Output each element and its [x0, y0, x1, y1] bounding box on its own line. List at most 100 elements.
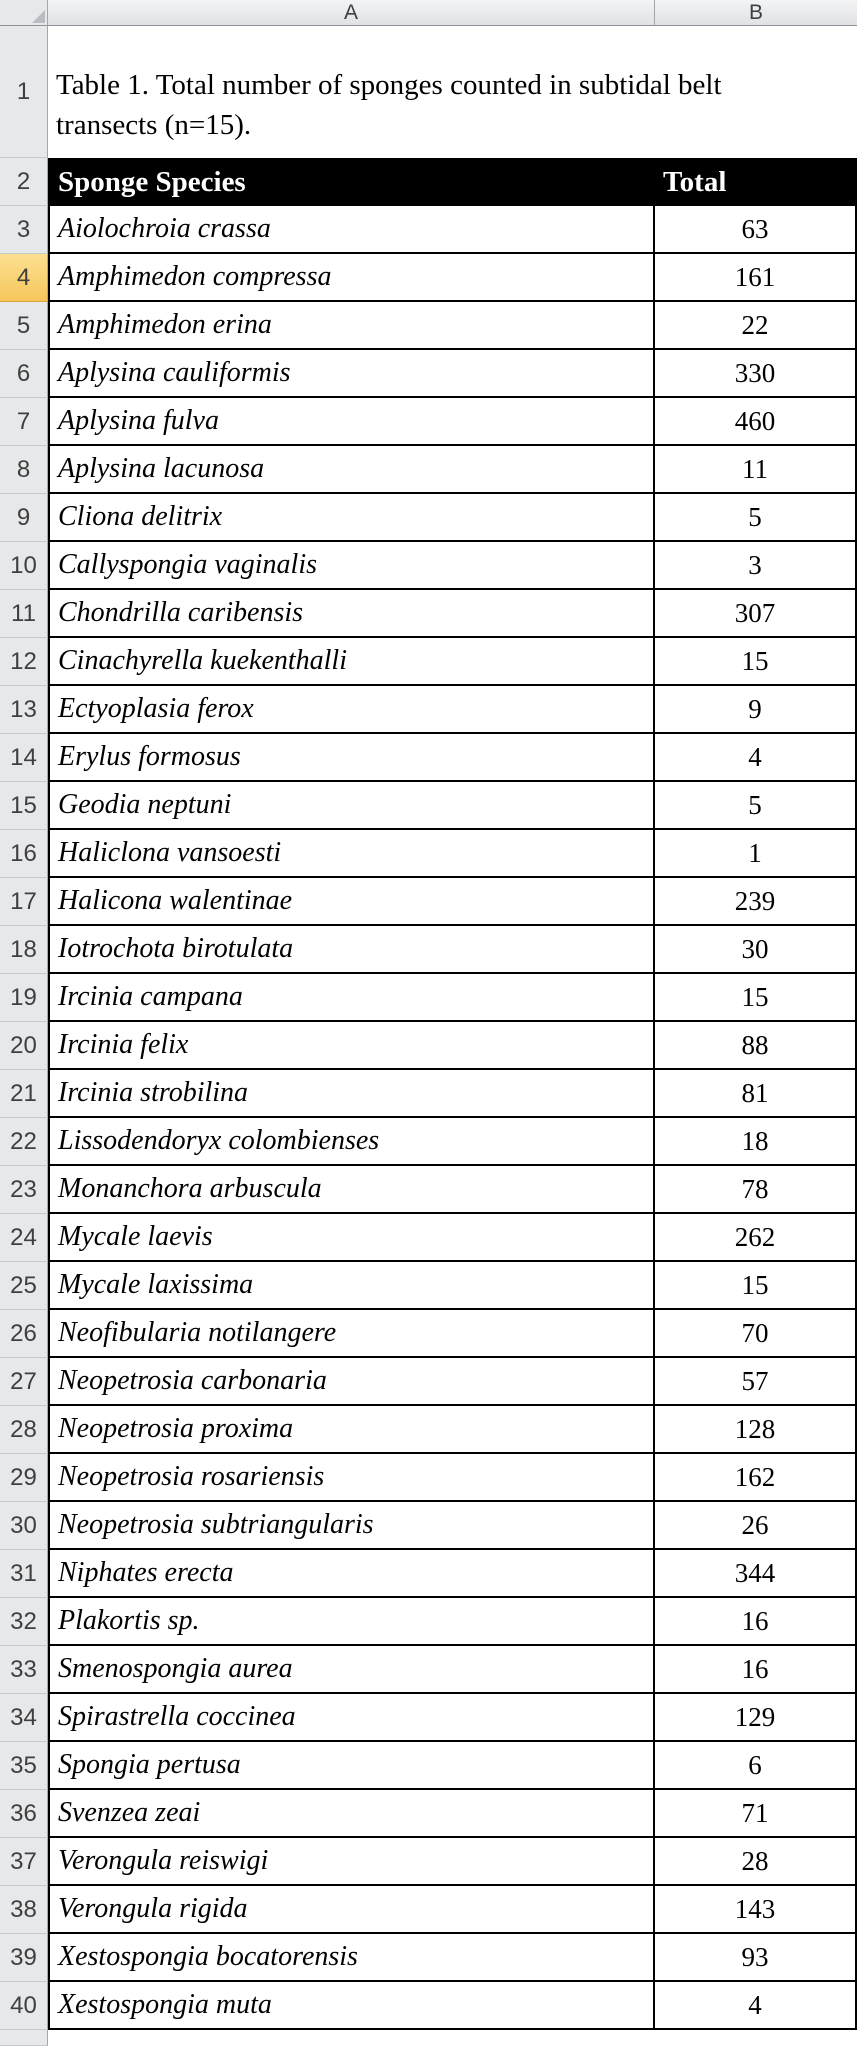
species-cell[interactable]: Aplysina cauliformis	[48, 350, 655, 398]
row-header-4[interactable]: 4	[0, 254, 48, 302]
total-cell[interactable]: 81	[655, 1070, 857, 1118]
species-cell[interactable]: Monanchora arbuscula	[48, 1166, 655, 1214]
total-cell[interactable]: 161	[655, 254, 857, 302]
species-cell[interactable]: Ircinia campana	[48, 974, 655, 1022]
row-header-5[interactable]: 5	[0, 302, 48, 350]
species-cell[interactable]: Amphimedon erina	[48, 302, 655, 350]
row-header-20[interactable]: 20	[0, 1022, 48, 1070]
total-cell[interactable]: 26	[655, 1502, 857, 1550]
row-header-6[interactable]: 6	[0, 350, 48, 398]
total-cell[interactable]: 129	[655, 1694, 857, 1742]
total-cell[interactable]: 1	[655, 830, 857, 878]
total-cell[interactable]: 3	[655, 542, 857, 590]
row-header-38[interactable]: 38	[0, 1886, 48, 1934]
row-header-13[interactable]: 13	[0, 686, 48, 734]
species-cell[interactable]: Ircinia strobilina	[48, 1070, 655, 1118]
row-header-7[interactable]: 7	[0, 398, 48, 446]
species-cell[interactable]: Aplysina lacunosa	[48, 446, 655, 494]
row-header-17[interactable]: 17	[0, 878, 48, 926]
row-header-28[interactable]: 28	[0, 1406, 48, 1454]
row-header-23[interactable]: 23	[0, 1166, 48, 1214]
row-header-31[interactable]: 31	[0, 1550, 48, 1598]
row-header-37[interactable]: 37	[0, 1838, 48, 1886]
row-header-36[interactable]: 36	[0, 1790, 48, 1838]
row-header-24[interactable]: 24	[0, 1214, 48, 1262]
row-header-11[interactable]: 11	[0, 590, 48, 638]
total-cell[interactable]: 128	[655, 1406, 857, 1454]
total-cell[interactable]: 307	[655, 590, 857, 638]
total-cell[interactable]: 93	[655, 1934, 857, 1982]
total-cell[interactable]: 4	[655, 1982, 857, 2030]
species-cell[interactable]: Mycale laxissima	[48, 1262, 655, 1310]
total-cell[interactable]: 4	[655, 734, 857, 782]
species-cell[interactable]: Aplysina fulva	[48, 398, 655, 446]
row-header-3[interactable]: 3	[0, 206, 48, 254]
species-cell[interactable]: Smenospongia aurea	[48, 1646, 655, 1694]
species-cell[interactable]: Xestospongia muta	[48, 1982, 655, 2030]
total-cell[interactable]: 78	[655, 1166, 857, 1214]
species-cell[interactable]: Chondrilla caribensis	[48, 590, 655, 638]
species-cell[interactable]: Ectyoplasia ferox	[48, 686, 655, 734]
row-header-41-partial[interactable]	[0, 2030, 48, 2046]
species-cell[interactable]: Ircinia felix	[48, 1022, 655, 1070]
header-cell-sponge-species[interactable]: Sponge Species	[48, 158, 655, 206]
row-header-39[interactable]: 39	[0, 1934, 48, 1982]
total-cell[interactable]: 9	[655, 686, 857, 734]
species-cell[interactable]: Xestospongia bocatorensis	[48, 1934, 655, 1982]
species-cell[interactable]: Lissodendoryx colombienses	[48, 1118, 655, 1166]
total-cell[interactable]: 88	[655, 1022, 857, 1070]
species-cell[interactable]: Verongula rigida	[48, 1886, 655, 1934]
total-cell[interactable]: 57	[655, 1358, 857, 1406]
species-cell[interactable]: Spongia pertusa	[48, 1742, 655, 1790]
row-header-40[interactable]: 40	[0, 1982, 48, 2030]
species-cell[interactable]: Haliclona vansoesti	[48, 830, 655, 878]
species-cell[interactable]: Spirastrella coccinea	[48, 1694, 655, 1742]
row-header-14[interactable]: 14	[0, 734, 48, 782]
total-cell[interactable]: 16	[655, 1646, 857, 1694]
total-cell[interactable]: 63	[655, 206, 857, 254]
column-header-A[interactable]: A	[48, 0, 655, 26]
species-cell[interactable]: Geodia neptuni	[48, 782, 655, 830]
select-all-button[interactable]	[0, 0, 48, 26]
row-header-2[interactable]: 2	[0, 158, 48, 206]
species-cell[interactable]: Verongula reiswigi	[48, 1838, 655, 1886]
row-header-21[interactable]: 21	[0, 1070, 48, 1118]
row-header-27[interactable]: 27	[0, 1358, 48, 1406]
total-cell[interactable]: 330	[655, 350, 857, 398]
total-cell[interactable]: 6	[655, 1742, 857, 1790]
row-header-34[interactable]: 34	[0, 1694, 48, 1742]
species-cell[interactable]: Svenzea zeai	[48, 1790, 655, 1838]
total-cell[interactable]: 30	[655, 926, 857, 974]
species-cell[interactable]: Callyspongia vaginalis	[48, 542, 655, 590]
species-cell[interactable]: Mycale laevis	[48, 1214, 655, 1262]
species-cell[interactable]: Cinachyrella kuekenthalli	[48, 638, 655, 686]
species-cell[interactable]: Amphimedon compressa	[48, 254, 655, 302]
row-header-18[interactable]: 18	[0, 926, 48, 974]
total-cell[interactable]: 5	[655, 494, 857, 542]
species-cell[interactable]: Iotrochota birotulata	[48, 926, 655, 974]
total-cell[interactable]: 239	[655, 878, 857, 926]
species-cell[interactable]: Aiolochroia crassa	[48, 206, 655, 254]
row-header-22[interactable]: 22	[0, 1118, 48, 1166]
species-cell[interactable]: Neofibularia notilangere	[48, 1310, 655, 1358]
row-header-25[interactable]: 25	[0, 1262, 48, 1310]
row-header-16[interactable]: 16	[0, 830, 48, 878]
row-header-1[interactable]: 1	[0, 26, 48, 158]
species-cell[interactable]: Neopetrosia proxima	[48, 1406, 655, 1454]
species-cell[interactable]: Neopetrosia subtriangularis	[48, 1502, 655, 1550]
row-header-12[interactable]: 12	[0, 638, 48, 686]
total-cell[interactable]: 22	[655, 302, 857, 350]
species-cell[interactable]: Plakortis sp.	[48, 1598, 655, 1646]
row-header-15[interactable]: 15	[0, 782, 48, 830]
header-cell-total[interactable]: Total	[655, 158, 857, 206]
total-cell[interactable]: 11	[655, 446, 857, 494]
total-cell[interactable]: 262	[655, 1214, 857, 1262]
species-cell[interactable]: Neopetrosia rosariensis	[48, 1454, 655, 1502]
total-cell[interactable]: 460	[655, 398, 857, 446]
row-header-19[interactable]: 19	[0, 974, 48, 1022]
total-cell[interactable]: 162	[655, 1454, 857, 1502]
total-cell[interactable]: 18	[655, 1118, 857, 1166]
species-cell[interactable]: Erylus formosus	[48, 734, 655, 782]
total-cell[interactable]: 16	[655, 1598, 857, 1646]
row-header-9[interactable]: 9	[0, 494, 48, 542]
